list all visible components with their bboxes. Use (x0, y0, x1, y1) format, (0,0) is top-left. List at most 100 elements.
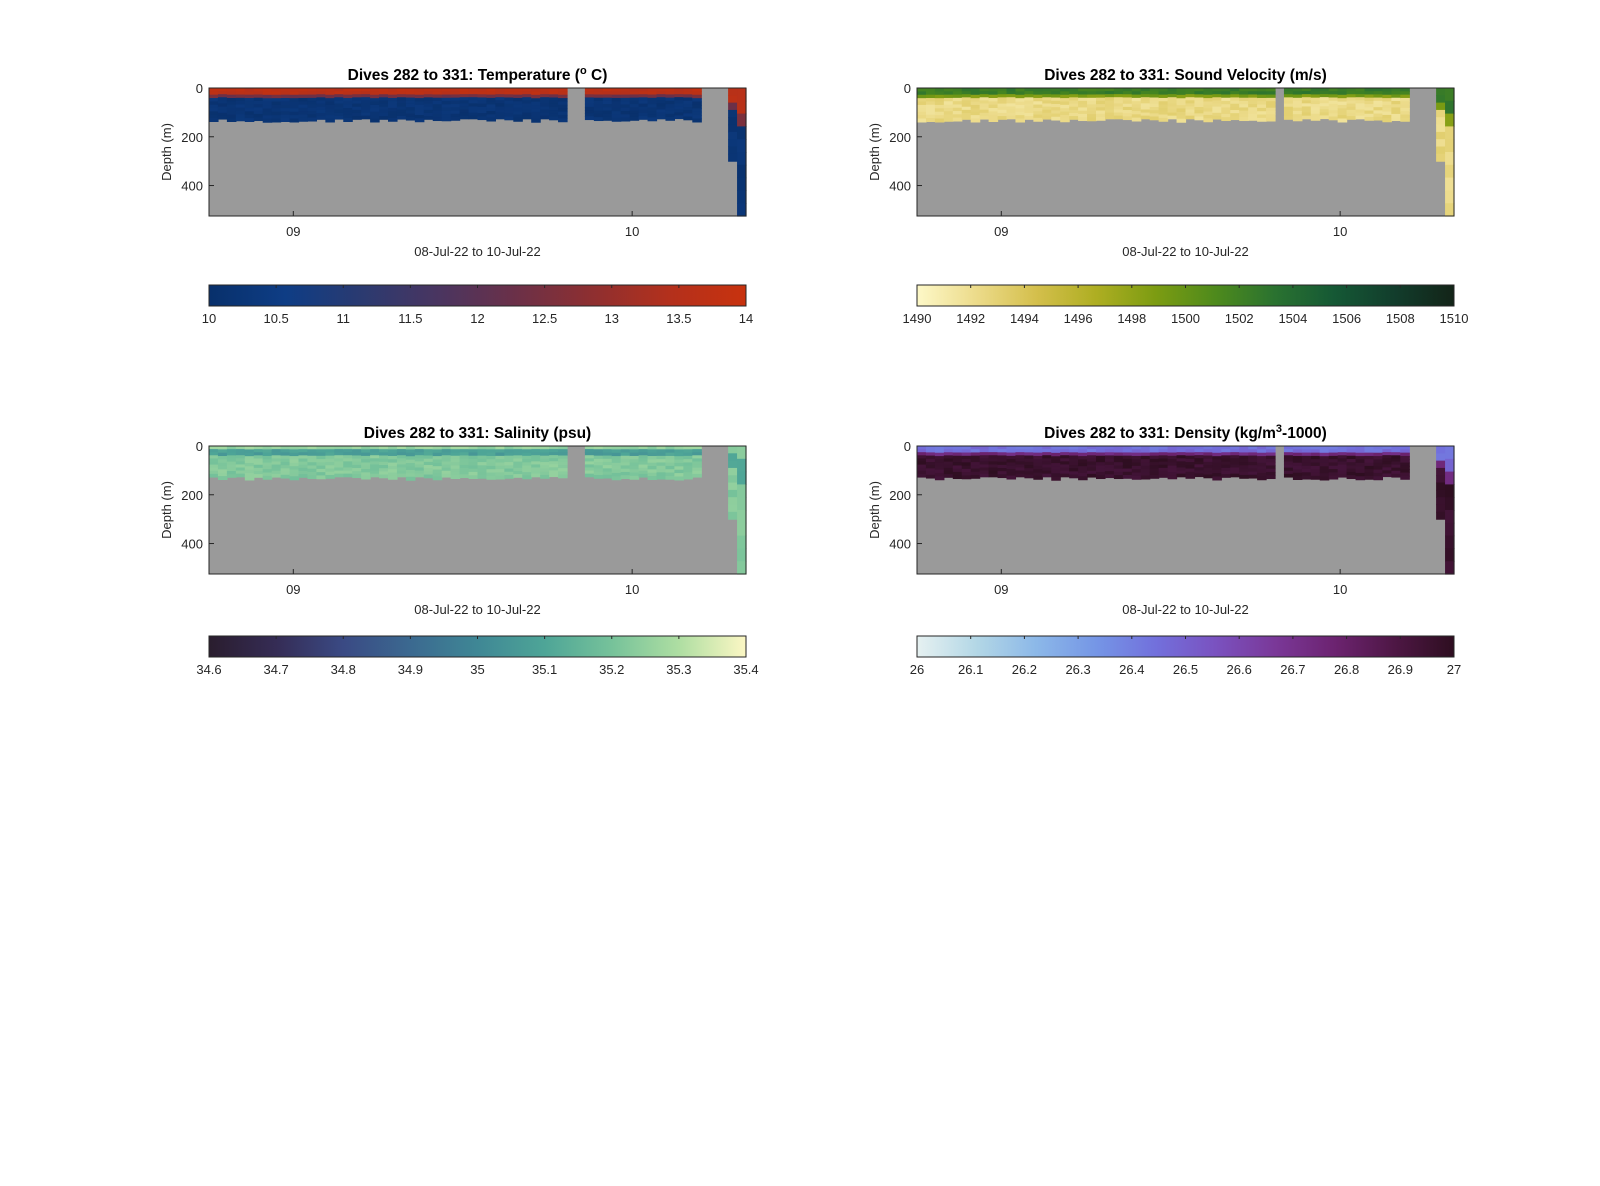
section-cell (253, 110, 264, 115)
section-cell (620, 91, 631, 96)
section-cell (737, 484, 747, 498)
section-cell (405, 446, 416, 451)
section-cell (1104, 115, 1115, 120)
section-cell (209, 98, 219, 102)
section-cell (379, 116, 389, 120)
section-cell (334, 88, 344, 92)
section-cell (1283, 103, 1294, 108)
section-cell (917, 104, 927, 109)
section-cell (1149, 91, 1160, 95)
section-cell (1346, 109, 1357, 114)
section-cell (917, 455, 927, 459)
section-cell (728, 88, 738, 96)
section-cell (1203, 452, 1213, 457)
section-cell (1024, 109, 1034, 114)
section-cell (1176, 118, 1187, 123)
section-cell (1212, 466, 1222, 471)
section-cell (441, 473, 452, 478)
section-cell (1078, 466, 1088, 471)
section-cell (1337, 118, 1348, 123)
section-cell (1301, 94, 1312, 98)
section-cell (737, 152, 747, 166)
section-cell (1024, 465, 1034, 469)
section-cell (1060, 98, 1070, 103)
section-cell (405, 110, 416, 115)
colorbar-tick-label: 26.7 (1280, 662, 1305, 677)
section-cell (1346, 106, 1357, 111)
section-cell (728, 489, 738, 498)
section-cell (692, 101, 702, 106)
section-cell (943, 107, 954, 112)
section-cell (361, 455, 371, 460)
section-cell (1337, 104, 1348, 109)
section-cell (450, 116, 461, 121)
section-cell (271, 101, 282, 106)
section-cell (674, 446, 684, 450)
section-cell (584, 91, 595, 95)
section-cell (692, 111, 702, 116)
section-cell (379, 91, 389, 95)
section-cell (495, 100, 505, 104)
section-cell (1283, 94, 1294, 98)
section-cell (692, 108, 702, 113)
section-cell (468, 112, 479, 117)
section-cell (1283, 461, 1294, 466)
section-cell (459, 106, 470, 111)
section-cell (1069, 103, 1079, 108)
section-cell (1140, 109, 1151, 114)
section-cell (334, 115, 344, 120)
section-cell (334, 103, 344, 108)
section-cell (1257, 452, 1267, 457)
section-cell (307, 446, 317, 450)
section-cell (549, 100, 559, 105)
section-cell (674, 91, 684, 95)
section-cell (629, 465, 640, 470)
section-cell (262, 98, 273, 103)
section-cell (253, 461, 264, 466)
section-cell (979, 91, 990, 95)
section-cell (1158, 455, 1169, 460)
section-cell (1400, 104, 1410, 109)
section-cell (1292, 114, 1303, 119)
section-cell (1060, 91, 1070, 96)
section-cell (209, 104, 219, 109)
colorbar-tick-label: 34.6 (196, 662, 221, 677)
section-cell (1310, 110, 1321, 115)
section-cell (1283, 473, 1294, 478)
section-cell (1060, 455, 1070, 459)
section-cell (504, 91, 514, 95)
section-cell (1131, 97, 1142, 102)
section-cell (280, 452, 291, 457)
section-cell (244, 456, 255, 461)
section-cell (593, 455, 604, 460)
section-cell (325, 465, 335, 470)
section-cell (307, 468, 317, 473)
section-cell (334, 473, 344, 478)
section-cell (674, 115, 684, 120)
section-cell (1203, 461, 1213, 466)
section-cell (1078, 100, 1088, 105)
section-cell (325, 98, 335, 103)
section-cell (522, 91, 532, 95)
colorbar-tick-label: 1504 (1278, 311, 1307, 326)
section-cell (343, 88, 353, 92)
section-cell (1069, 468, 1079, 472)
section-cell (486, 452, 496, 457)
section-cell (1078, 110, 1088, 115)
section-cell (379, 100, 389, 105)
section-cell (934, 94, 945, 99)
section-cell (925, 118, 936, 122)
section-cell (961, 455, 972, 460)
section-cell (656, 465, 667, 470)
section-cell (352, 449, 362, 453)
section-cell (1104, 455, 1115, 460)
section-cell (988, 88, 999, 92)
section-cell (1113, 468, 1124, 473)
section-cell (1033, 446, 1043, 450)
section-cell (1221, 470, 1231, 475)
section-cell (1015, 473, 1025, 478)
section-cell (468, 475, 479, 480)
section-cell (343, 446, 353, 450)
section-cell (728, 482, 738, 491)
colorbar-tick-label: 26.9 (1388, 662, 1413, 677)
